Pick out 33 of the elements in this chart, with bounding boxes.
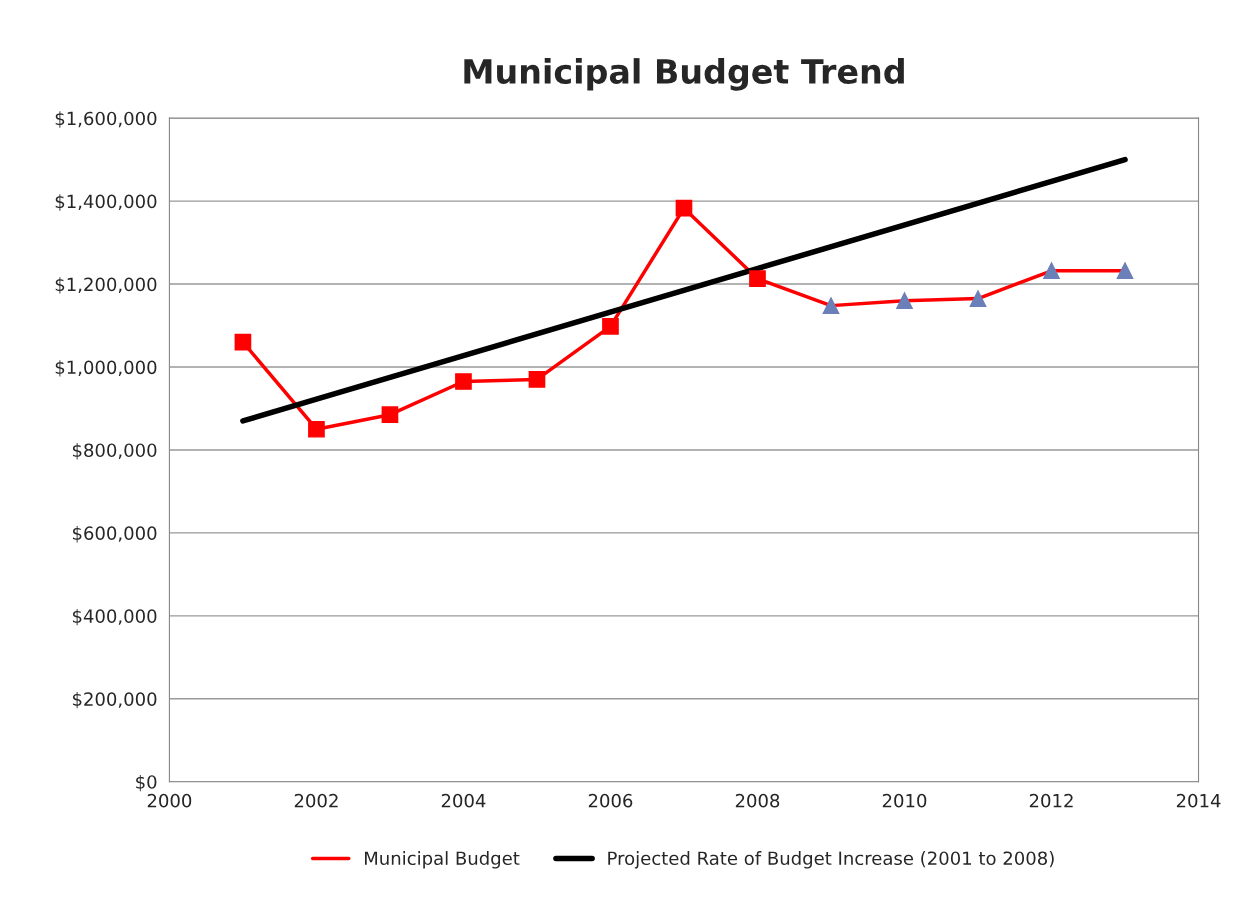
y-tick-label: $1,600,000 bbox=[55, 111, 157, 128]
x-tick-label: 2002 bbox=[294, 793, 338, 808]
point bbox=[749, 270, 766, 288]
point bbox=[969, 290, 987, 307]
point bbox=[822, 297, 840, 314]
legend-label: Projected Rate of Budget Increase (2001 to 2008) bbox=[608, 851, 1054, 869]
y-tick-label: $0 bbox=[136, 774, 157, 792]
y-tick-label: $1,200,000 bbox=[55, 277, 157, 294]
point bbox=[528, 371, 546, 388]
legend-label: Municipal Budget bbox=[364, 851, 520, 869]
y-tick-label: $800,000 bbox=[72, 443, 157, 460]
x-tick-label: 2006 bbox=[588, 793, 633, 808]
point bbox=[381, 406, 399, 424]
x-tick-label: 2008 bbox=[735, 793, 780, 808]
y-tick-label: $1,400,000 bbox=[55, 194, 157, 211]
chart-title: Municipal Budget Trend bbox=[464, 58, 904, 91]
point bbox=[234, 333, 252, 351]
y-tick-label: $600,000 bbox=[72, 526, 157, 543]
point bbox=[1043, 262, 1060, 280]
x-tick-label: 2012 bbox=[1029, 793, 1073, 808]
x-tick-label: 2004 bbox=[441, 793, 486, 808]
y-tick-label: $400,000 bbox=[72, 608, 157, 626]
x-tick-label: 2010 bbox=[882, 793, 927, 808]
y-tick-label: $1,000,000 bbox=[55, 360, 157, 377]
point bbox=[675, 199, 693, 217]
y-tick-label: $200,000 bbox=[72, 691, 157, 709]
x-tick-label: 2000 bbox=[147, 793, 192, 808]
point bbox=[1116, 262, 1134, 280]
point bbox=[455, 373, 472, 390]
point bbox=[896, 292, 913, 309]
point bbox=[602, 318, 619, 335]
point bbox=[308, 420, 325, 438]
x-tick-label: 2014 bbox=[1176, 793, 1221, 808]
